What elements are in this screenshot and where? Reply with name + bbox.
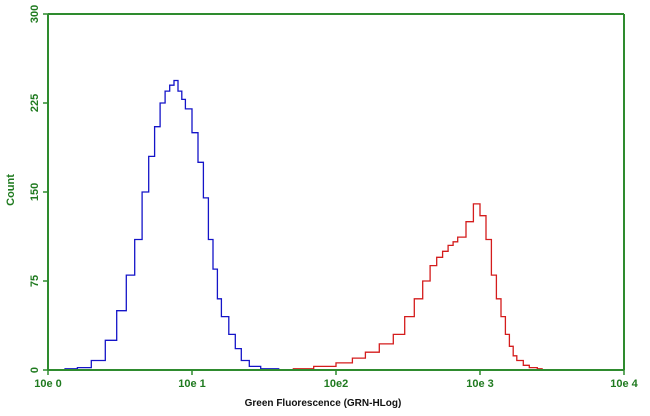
x-tick-label: 10e 0 [34,378,62,390]
series-1-histogram-line [292,203,543,370]
y-tick-label: 150 [29,183,41,201]
series-layer [64,79,543,371]
series-0-histogram-line [64,79,305,371]
x-tick-label: 10e 3 [466,378,494,390]
x-axis-title: Green Fluorescence (GRN-HLog) [245,398,402,409]
x-tick-label: 10e 4 [610,378,638,390]
y-axis-title: Count [5,174,17,206]
x-tick-label: 10e 1 [178,378,206,390]
y-tick-label: 300 [29,5,41,23]
x-tick-label: 10e2 [324,378,348,390]
y-tick-label: 75 [29,275,41,287]
y-tick-label: 0 [29,367,41,373]
x-axis-ticks: 10e 0 10e 1 10e2 10e 3 10e 4 [34,370,639,390]
y-axis-ticks: 0 75 150 225 300 [29,5,48,373]
y-tick-label: 225 [29,94,41,112]
